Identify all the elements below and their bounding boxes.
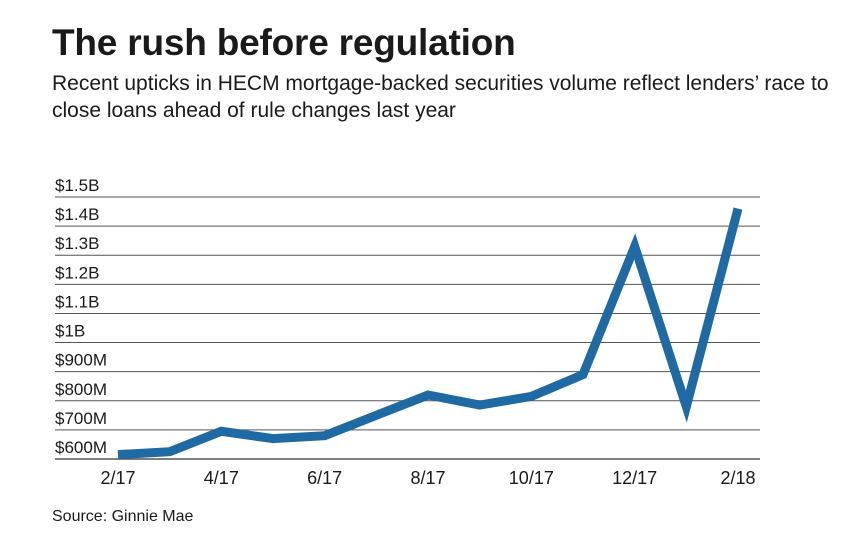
y-tick-label: $900M xyxy=(55,351,107,370)
y-tick-label: $1.1B xyxy=(55,292,99,311)
x-tick-label: 2/17 xyxy=(100,468,135,488)
y-tick-label: $1.5B xyxy=(55,176,99,195)
y-tick-label: $600M xyxy=(55,438,107,457)
y-axis-ticks: $600M $700M $800M $900M $1B $1.1B $1.2B $1.3B $1… xyxy=(55,176,107,457)
y-tick-label: $1.3B xyxy=(55,234,99,253)
chart-subtitle: Recent upticks in HECM mortgage-backed s… xyxy=(52,72,829,122)
chart-title: The rush before regulation xyxy=(52,22,516,63)
gridlines xyxy=(55,196,760,460)
source-note: Source: Ginnie Mae xyxy=(52,508,194,525)
y-tick-label: $1.4B xyxy=(55,205,99,224)
series-line xyxy=(117,207,743,460)
y-tick-label: $1B xyxy=(55,322,85,341)
x-tick-label: 8/17 xyxy=(410,468,445,488)
y-tick-label: $700M xyxy=(55,409,107,428)
y-tick-label: $1.2B xyxy=(55,263,99,282)
x-tick-label: 12/17 xyxy=(612,468,657,488)
y-tick-label: $800M xyxy=(55,380,107,399)
x-tick-label: 4/17 xyxy=(204,468,239,488)
x-axis-ticks: 2/17 4/17 6/17 8/17 10/17 12/17 2/18 xyxy=(100,468,755,488)
x-tick-label: 10/17 xyxy=(509,468,554,488)
series-layer xyxy=(117,207,743,460)
x-tick-label: 2/18 xyxy=(720,468,755,488)
x-tick-label: 6/17 xyxy=(307,468,342,488)
